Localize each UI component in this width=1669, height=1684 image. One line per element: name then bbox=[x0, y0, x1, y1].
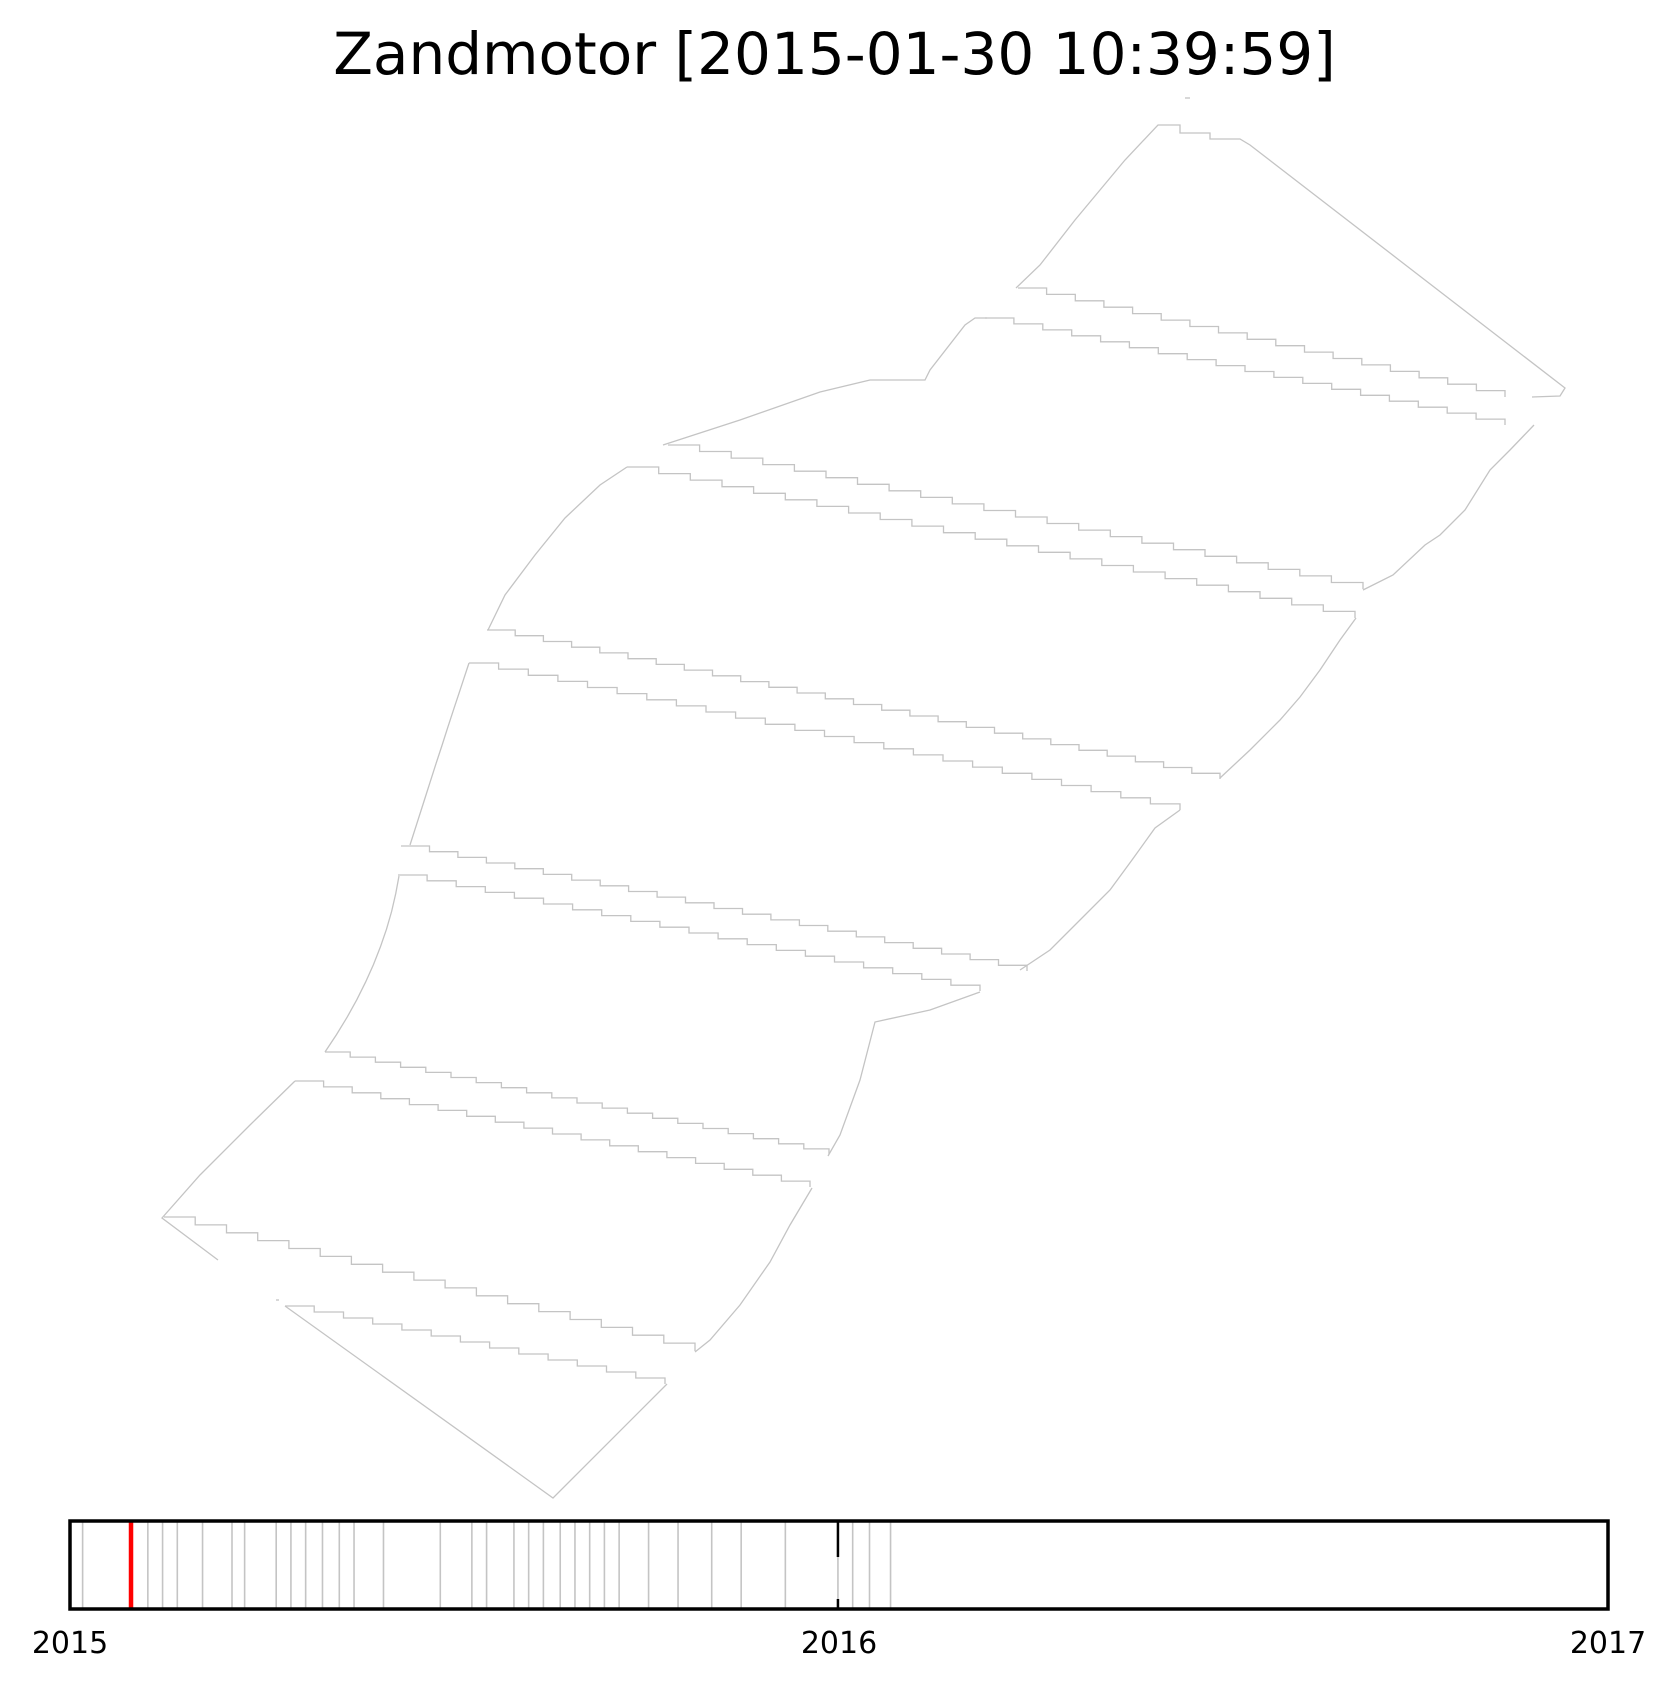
survey-transect-lower-5 bbox=[295, 1080, 811, 1187]
survey-transect-lower-2 bbox=[627, 466, 1356, 618]
survey-transect-lower-4 bbox=[398, 874, 981, 991]
contour-left-1 bbox=[662, 317, 987, 446]
contour-top bbox=[1015, 124, 1566, 398]
survey-track-group bbox=[161, 97, 1566, 1499]
survey-transect-upper-5 bbox=[325, 1051, 830, 1154]
timeline-ticks bbox=[81, 1521, 892, 1609]
timeline: 2015 2016 2017 bbox=[32, 1519, 1646, 1661]
contour-right-3 bbox=[1019, 809, 1181, 971]
survey-transect-upper-1 bbox=[1018, 287, 1506, 397]
survey-transect-lower-6 bbox=[285, 1305, 666, 1384]
contour-left-2 bbox=[487, 466, 628, 631]
survey-transect-lower-3 bbox=[469, 662, 1181, 810]
contour-left-3 bbox=[409, 662, 470, 846]
contour-bottom bbox=[284, 1305, 668, 1499]
contour-right-1 bbox=[1362, 424, 1535, 591]
timeline-tick-label-2015: 2015 bbox=[32, 1626, 108, 1661]
survey-transect-upper-2 bbox=[668, 444, 1364, 589]
contour-right-4 bbox=[827, 991, 981, 1157]
contour-left-4 bbox=[324, 875, 400, 1053]
contour-left-5 bbox=[161, 1080, 296, 1261]
survey-transect-upper-4 bbox=[401, 845, 1028, 971]
timeline-frame bbox=[68, 1519, 1610, 1611]
contour-right-5 bbox=[694, 1187, 813, 1353]
timeline-labels: 2015 2016 2017 bbox=[32, 1626, 1646, 1661]
survey-transect-upper-3 bbox=[487, 629, 1221, 779]
chart-title: Zandmotor [2015-01-30 10:39:59] bbox=[333, 20, 1336, 88]
contour-right-2 bbox=[1219, 617, 1357, 779]
timeline-tick-label-2016: 2016 bbox=[801, 1626, 877, 1661]
survey-track-map bbox=[161, 97, 1566, 1499]
timeline-tick-label-2017: 2017 bbox=[1570, 1626, 1646, 1661]
survey-transect-upper-6 bbox=[164, 1216, 696, 1351]
survey-transect-lower-1 bbox=[985, 317, 1506, 425]
